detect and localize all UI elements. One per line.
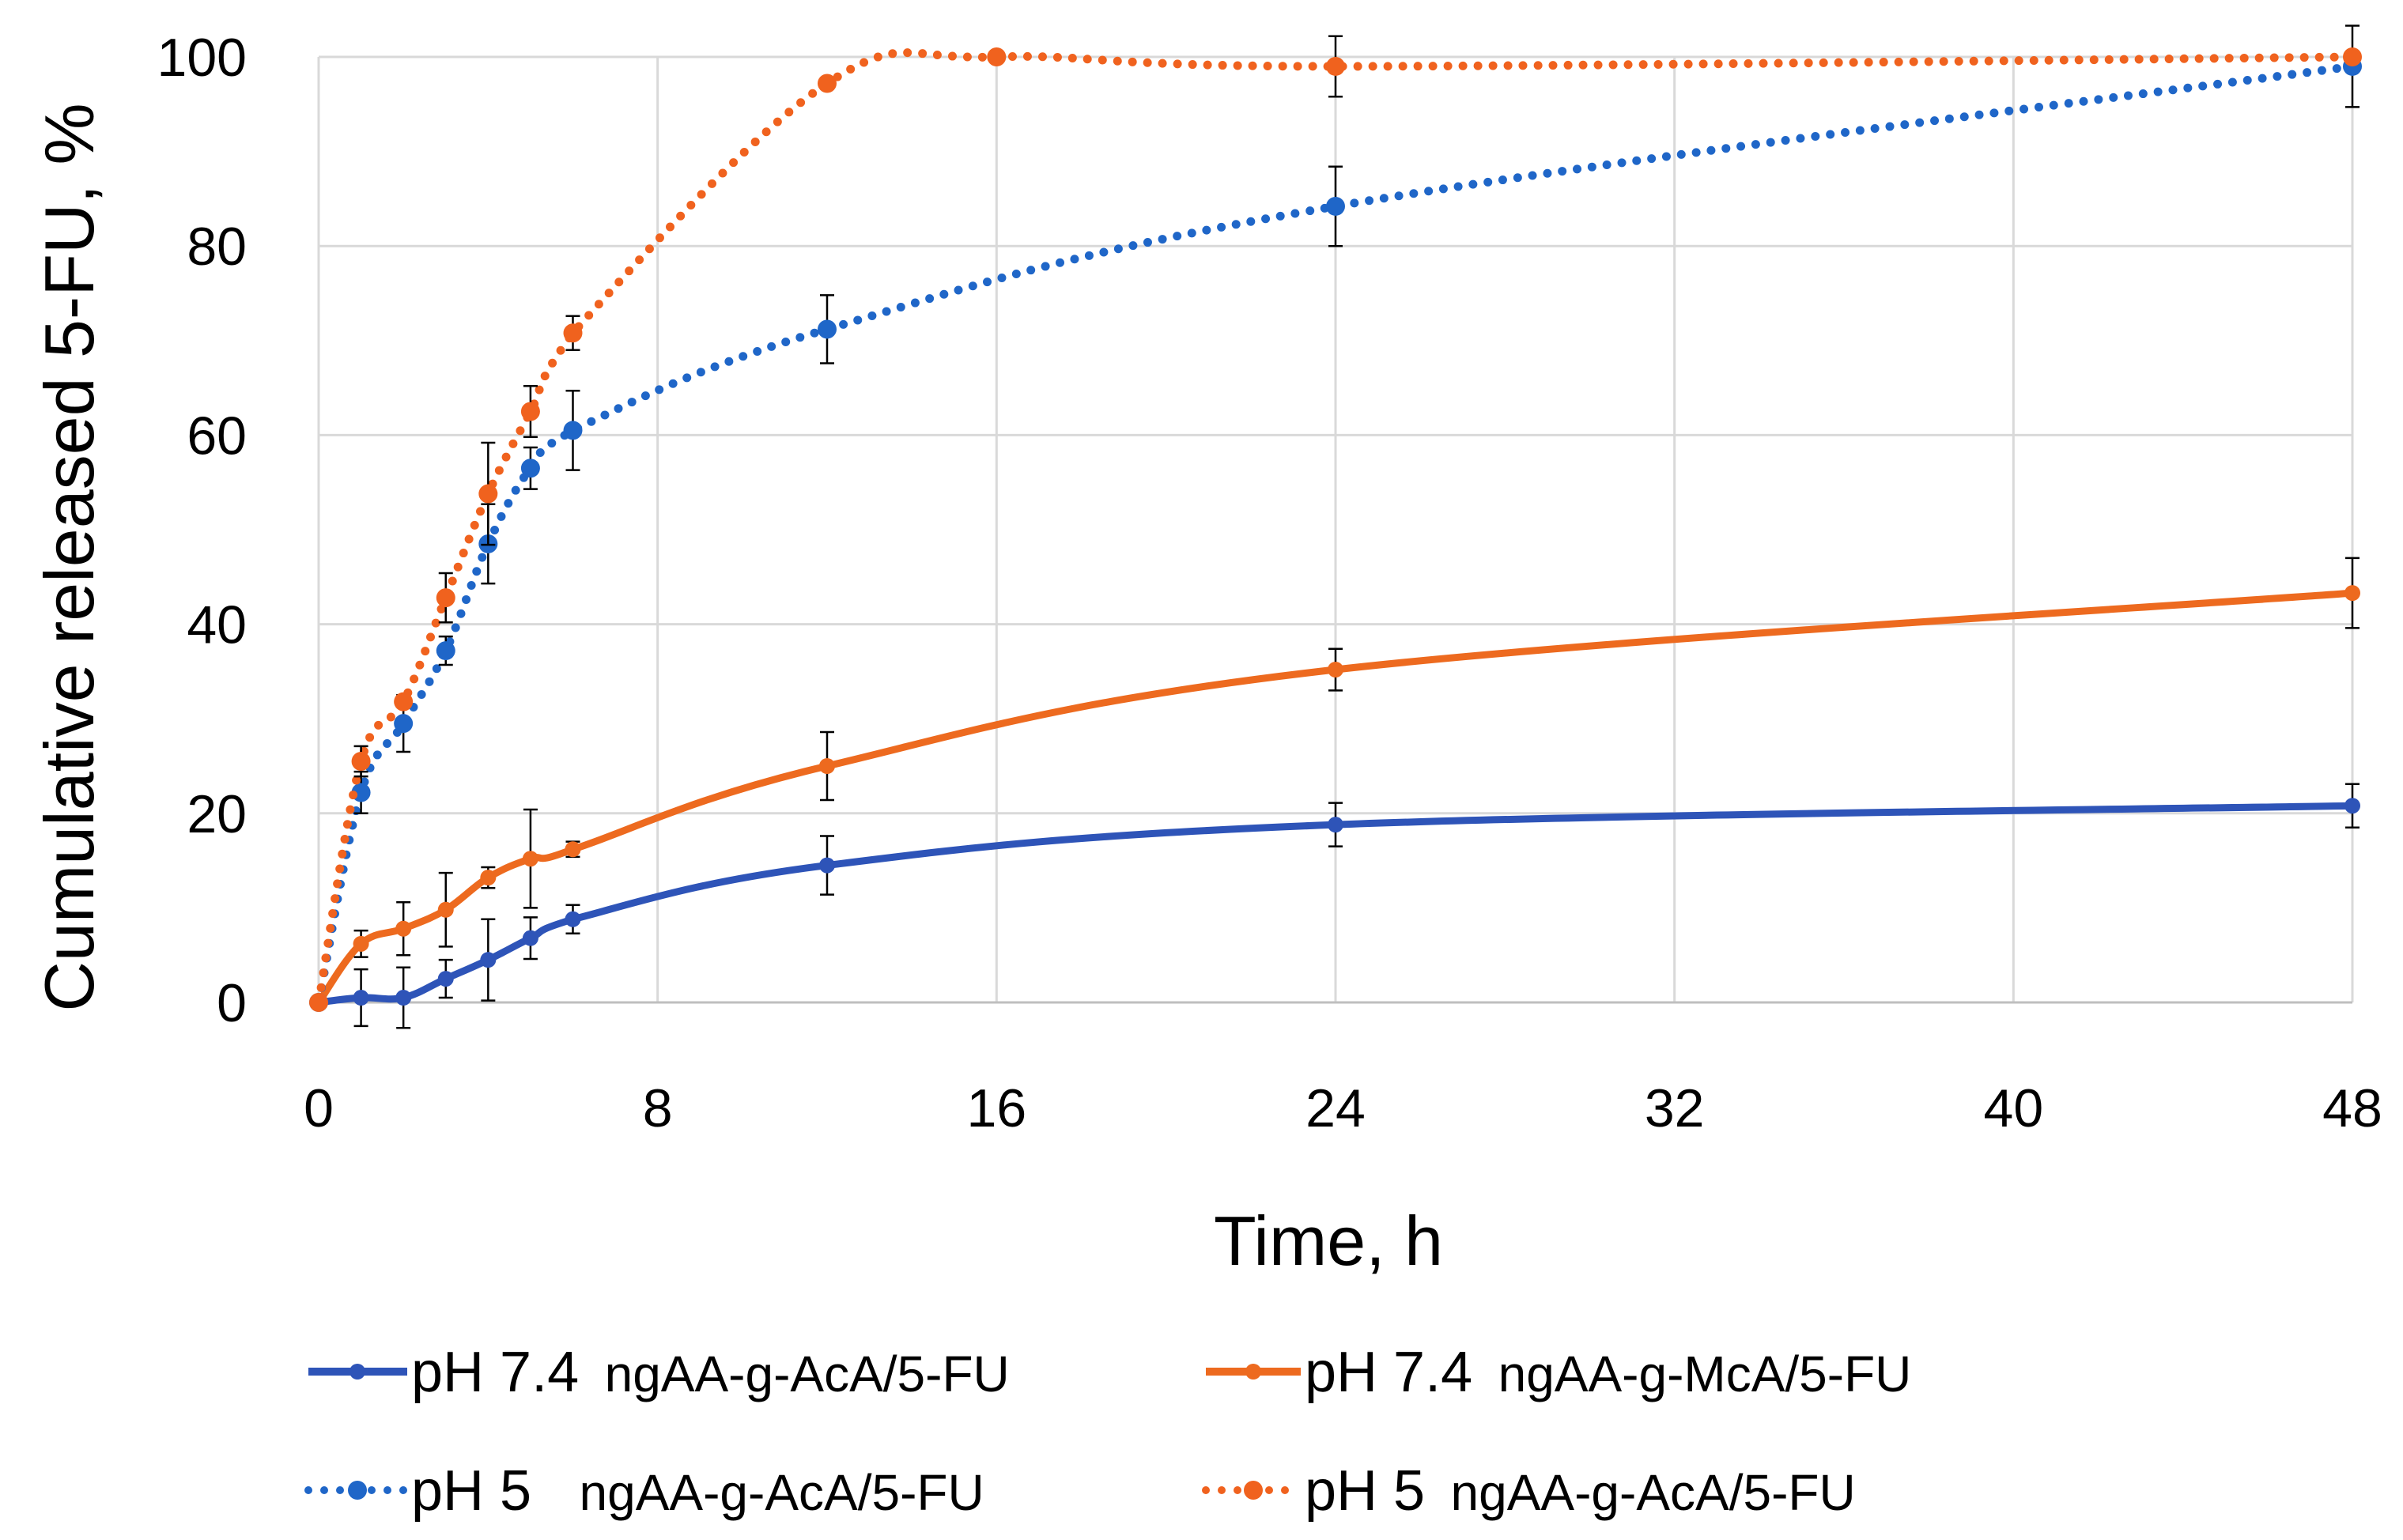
data-point (2344, 798, 2360, 814)
data-point (2343, 47, 2362, 66)
data-point (437, 971, 454, 987)
data-point (1326, 56, 1345, 76)
x-tick-label: 16 (967, 1078, 1027, 1138)
series-layer (309, 25, 2362, 1029)
svg-text:pH 7.4 ngAA-g-AcA/5-FU: pH 7.4 ngAA-g-AcA/5-FU (411, 1341, 1010, 1404)
svg-text:pH 5 ngAA-g-AcA/5-FU: pH 5 ngAA-g-AcA/5-FU (411, 1459, 984, 1523)
legend-swatch-marker (348, 1481, 367, 1500)
data-point (395, 920, 412, 937)
series-1 (311, 783, 2360, 1029)
data-point (480, 870, 497, 886)
x-tick-label: 0 (304, 1078, 334, 1138)
y-tick-label: 80 (187, 217, 247, 277)
legend-swatch-marker (1245, 1364, 1261, 1380)
legend-swatch-marker (1244, 1481, 1263, 1500)
data-point (2344, 585, 2360, 602)
svg-text:pH 5 ngAA-g-AcA/5-FU: pH 5 ngAA-g-AcA/5-FU (1305, 1459, 1856, 1523)
x-tick-label: 40 (1984, 1078, 2044, 1138)
series-4 (309, 35, 2362, 1012)
data-point (353, 990, 369, 1006)
data-point (353, 935, 369, 952)
x-tick-label: 32 (1645, 1078, 1705, 1138)
data-point (565, 841, 581, 858)
legend-sample: ngAA-g-AcA/5-FU (605, 1346, 1010, 1402)
data-point (395, 990, 412, 1006)
data-point (563, 323, 583, 343)
legend-item-2: pH 7.4 ngAA-g-McA/5-FU (1206, 1341, 1911, 1404)
legend-sample: ngAA-g-AcA/5-FU (580, 1464, 984, 1521)
data-point (309, 993, 328, 1012)
data-point (522, 851, 538, 867)
data-point (819, 857, 835, 874)
data-point (819, 758, 835, 774)
y-axis-title: Cumulative released 5-FU, % (30, 103, 108, 1011)
data-point (987, 47, 1007, 66)
data-point (522, 930, 538, 946)
legend-ph: pH 7.4 (411, 1341, 579, 1404)
legend-ph: pH 5 (1305, 1459, 1425, 1523)
x-tick-label: 24 (1305, 1078, 1366, 1138)
data-point (436, 641, 455, 661)
data-point (437, 901, 454, 918)
y-tick-label: 40 (187, 595, 247, 655)
data-point (478, 484, 498, 504)
data-point (436, 588, 455, 608)
data-point (480, 952, 497, 968)
x-tick-label: 8 (643, 1078, 673, 1138)
legend-ph: pH 7.4 (1305, 1341, 1472, 1404)
data-point (394, 692, 414, 711)
y-tick-label: 100 (157, 28, 247, 88)
data-point (1326, 196, 1345, 216)
data-point (520, 459, 540, 478)
legend-swatch-marker (349, 1364, 365, 1380)
data-point (1328, 817, 1343, 833)
legend-ph: pH 5 (411, 1459, 531, 1523)
data-point (1328, 662, 1343, 678)
legend-sample: ngAA-g-McA/5-FU (1498, 1346, 1912, 1402)
legend-item-4: pH 5 ngAA-g-AcA/5-FU (1202, 1459, 1856, 1523)
y-tick-labels: 0 20 40 60 80 100 (157, 28, 247, 1033)
legend-item-3: pH 5 ngAA-g-AcA/5-FU (304, 1459, 984, 1523)
series-line (315, 589, 2356, 1006)
svg-text:pH 7.4 ngAA-g-McA/5-FU: pH 7.4 ngAA-g-McA/5-FU (1305, 1341, 1911, 1404)
data-point (818, 74, 837, 93)
x-tick-label: 48 (2322, 1078, 2382, 1138)
y-tick-label: 60 (187, 406, 247, 466)
data-point (520, 402, 540, 421)
data-point (394, 714, 414, 734)
y-tick-label: 0 (217, 973, 247, 1033)
x-axis-title: Time, h (1214, 1202, 1443, 1280)
series-line (315, 802, 2356, 1006)
y-tick-label: 20 (187, 784, 247, 844)
data-point (818, 319, 837, 339)
data-point (565, 911, 581, 927)
x-tick-labels: 0 8 16 24 32 40 48 (304, 1078, 2382, 1138)
legend-sample: ngAA-g-AcA/5-FU (1451, 1464, 1856, 1521)
legend-item-1: pH 7.4 ngAA-g-AcA/5-FU (308, 1341, 1010, 1404)
legend: pH 7.4 ngAA-g-AcA/5-FU pH 7.4 ngAA-g-McA… (304, 1341, 1911, 1523)
data-point (563, 421, 583, 440)
data-point (351, 752, 371, 772)
